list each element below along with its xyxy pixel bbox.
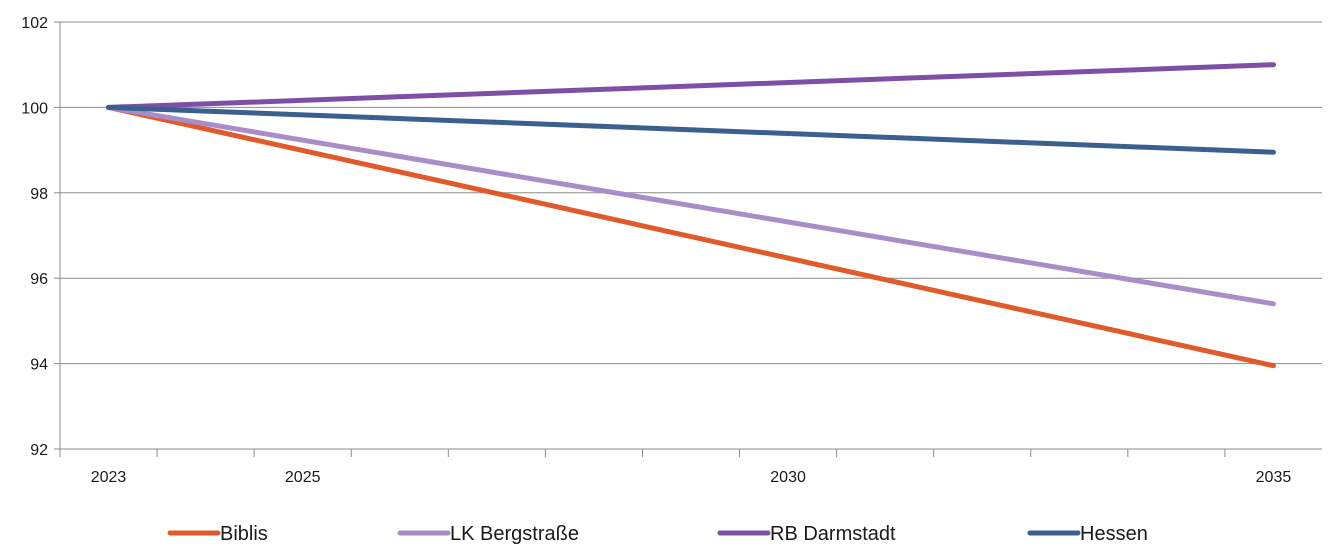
legend-label: Biblis xyxy=(220,523,268,545)
series-line-biblis xyxy=(106,104,1276,369)
x-tick-label: 2023 xyxy=(91,469,127,486)
axis-layer: 92 94 96 98 100 102 2023 2025 2030 2035 xyxy=(21,15,1322,486)
grid-layer xyxy=(60,21,1322,365)
legend-label: Hessen xyxy=(1080,523,1148,545)
x-tick-label: 2025 xyxy=(285,469,321,486)
y-tick-label: 92 xyxy=(30,442,48,459)
series-line-hessen xyxy=(106,104,1276,155)
series-line-rb-darmstadt xyxy=(106,62,1276,110)
x-tick-label: 2030 xyxy=(770,469,806,486)
legend-label: LK Bergstraße xyxy=(450,523,579,545)
legend: Biblis LK Bergstraße RB Darmstadt Hessen xyxy=(167,523,1148,545)
y-tick-label: 102 xyxy=(21,15,48,32)
legend-label: RB Darmstadt xyxy=(770,523,896,545)
series-layer xyxy=(106,62,1276,369)
y-tick-label: 98 xyxy=(30,186,48,203)
y-tick-label: 100 xyxy=(21,100,48,117)
series-line-lk-bergstra-e xyxy=(106,104,1276,307)
y-tick-label: 96 xyxy=(30,271,48,288)
x-tick-label: 2035 xyxy=(1256,469,1292,486)
y-tick-label: 94 xyxy=(30,357,48,374)
